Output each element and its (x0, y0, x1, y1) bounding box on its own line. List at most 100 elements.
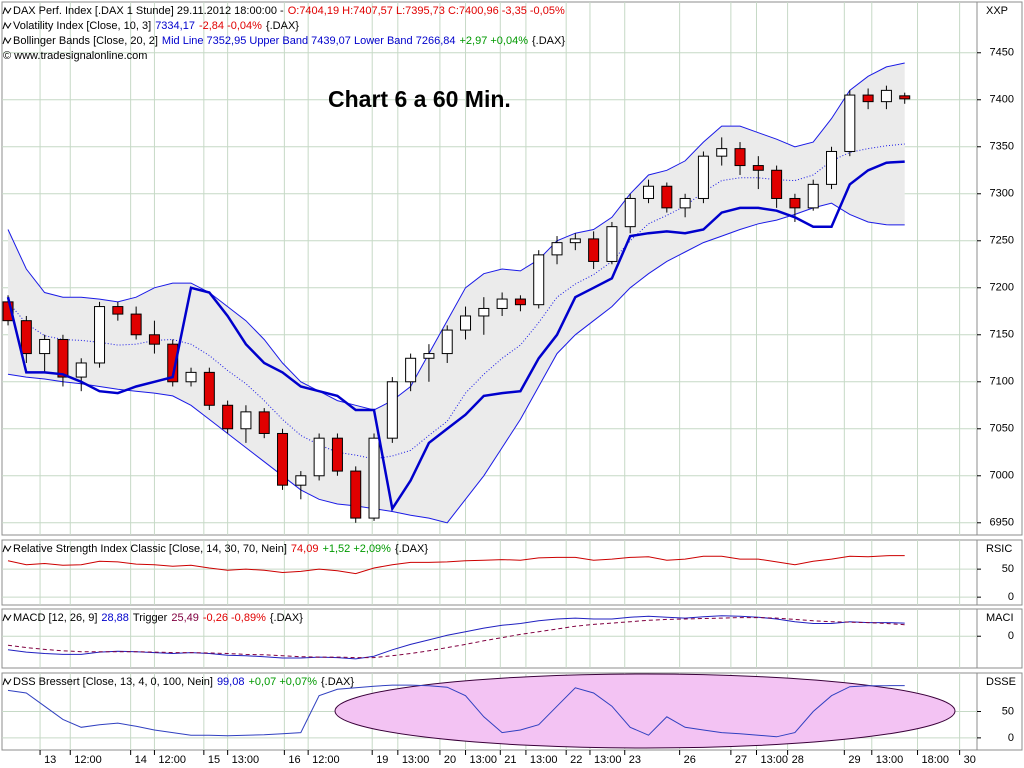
candle-body (496, 298, 508, 309)
x-tick-label: 19 (376, 754, 388, 766)
axis-label: DSSE (986, 676, 1016, 688)
x-tick-label: 20 (444, 754, 456, 766)
y-tick-label: 7150 (990, 329, 1014, 341)
readout: 28,88 (101, 612, 129, 624)
upper-band (7, 62, 905, 411)
candle-body (94, 306, 106, 364)
candle-body (222, 404, 234, 430)
y-tick-label: 7100 (990, 376, 1014, 388)
candle-body (752, 165, 764, 171)
annotation: Chart 6 a 60 Min. (328, 86, 511, 112)
candle-body (460, 315, 472, 331)
indicator-line (7, 555, 905, 575)
y-tick-label: 7000 (990, 470, 1014, 482)
labels: 6950 7000 7050 7100 7150 7200 7250 7300 7350 7400… (2, 5, 1016, 766)
y-tick-label: 0 (1008, 591, 1014, 603)
readout: 7334,17 (155, 20, 195, 32)
indicator-icon (2, 677, 12, 686)
candle-body (606, 226, 618, 262)
x-tick-label: 30 (964, 754, 976, 766)
candle-body (350, 470, 362, 519)
y-tick-label: 7350 (990, 141, 1014, 153)
y-tick-label: 7200 (990, 282, 1014, 294)
candle-body (569, 238, 581, 244)
indicator-icon (2, 544, 12, 553)
x-tick-label: 23 (629, 754, 641, 766)
candle-body (313, 437, 325, 477)
candle-body (862, 94, 874, 103)
candle-body (697, 155, 709, 199)
indicator-icon (2, 613, 12, 622)
candle-body (533, 254, 545, 306)
candle-body (75, 362, 87, 378)
readout: +1,52 +2,09% (322, 543, 391, 555)
candle-body (386, 381, 398, 439)
y-tick-label: 7250 (990, 235, 1014, 247)
candle-body (295, 475, 307, 486)
indicator-icon (2, 36, 12, 45)
x-tick-label: 21 (504, 754, 516, 766)
candle-body (39, 338, 51, 355)
candle-body (277, 432, 289, 486)
candle-body (643, 185, 655, 199)
x-tick-label: 13:00 (232, 754, 260, 766)
x-tick-label: 12:00 (312, 754, 340, 766)
candle-body (130, 313, 142, 336)
y-tick-label: 50 (1002, 563, 1014, 575)
x-tick-label: 29 (848, 754, 860, 766)
header-line: DAX Perf. Index [.DAX 1 Stunde] 29.11.20… (13, 5, 565, 17)
copyright: © www.tradesignalonline.com (3, 50, 147, 62)
readout: Mid Line 7352,95 Upper Band 7439,07 Lowe… (162, 35, 456, 47)
y-tick-label: 0 (1008, 630, 1014, 642)
candle-body (368, 437, 380, 519)
candle-body (258, 411, 270, 434)
candle-body (441, 329, 453, 355)
readout: {.DAX} (270, 612, 303, 624)
x-tick-label: 13:00 (530, 754, 558, 766)
readout: +0,07 +0,07% (248, 676, 317, 688)
y-tick-label: 6950 (990, 517, 1014, 529)
readout: {.DAX} (532, 35, 565, 47)
x-tick-label: 13:00 (760, 754, 788, 766)
indicator-icon (2, 21, 12, 30)
y-tick-label: 7050 (990, 423, 1014, 435)
x-tick-label: 13:00 (402, 754, 430, 766)
candle-body (826, 150, 838, 185)
candle-body (661, 185, 673, 209)
y-tick-label: 7300 (990, 188, 1014, 200)
data-marks (2, 62, 911, 738)
axis-panel (976, 1, 1023, 536)
candle-body (423, 353, 435, 359)
candle-body (624, 197, 636, 228)
y-tick-label: 7450 (990, 47, 1014, 59)
candle-body (203, 371, 215, 406)
x-tick-label: 13 (44, 754, 56, 766)
readout: -2,84 -0,04% (199, 20, 262, 32)
axis-panel (976, 539, 1023, 606)
x-tick-label: 18:00 (922, 754, 950, 766)
legend-entry: Relative Strength Index Classic [Close, … (13, 543, 287, 555)
candle-body (551, 242, 563, 256)
header-line: Volatility Index [Close, 10, 3] 7334,17 -2… (13, 20, 299, 32)
candle-body (112, 306, 124, 315)
candle-body (807, 183, 819, 209)
legend-entry: Bollinger Bands [Close, 20, 2] (13, 35, 158, 47)
y-tick-label: 7400 (990, 94, 1014, 106)
candle-body (679, 197, 691, 209)
candle-body (716, 148, 728, 157)
candle-body (478, 307, 490, 317)
indicator-icon (2, 6, 12, 15)
x-tick-label: 13:00 (876, 754, 904, 766)
axis-panel (976, 608, 1023, 669)
readout: {.DAX} (266, 20, 299, 32)
y-tick-label: 0 (1008, 732, 1014, 744)
readout: 74,09 (291, 543, 319, 555)
candle-body (880, 89, 892, 103)
axis-label: XXP (986, 5, 1008, 17)
candle-body (331, 437, 343, 472)
legend-entry: DSS Bressert [Close, 13, 4, 0, 100, Nein… (13, 676, 213, 688)
x-tick-label: 15 (208, 754, 220, 766)
y-tick-label: 50 (1002, 705, 1014, 717)
indicator-line (7, 684, 905, 738)
